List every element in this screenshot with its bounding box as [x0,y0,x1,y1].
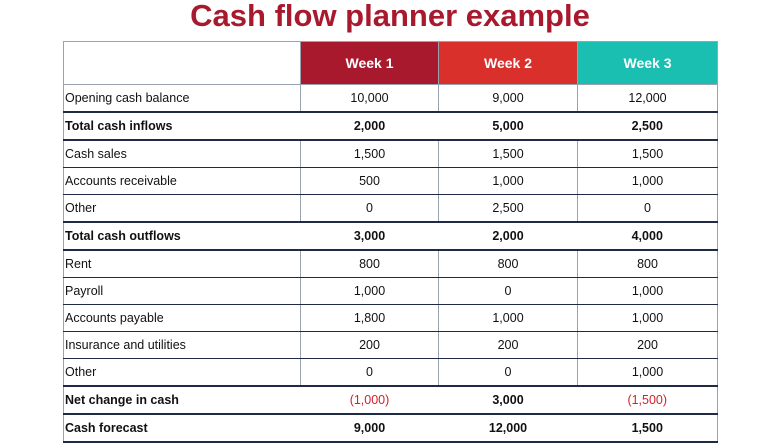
cell-value: 1,000 [577,277,718,305]
row-label: Cash forecast [63,413,301,443]
cell-value: 1,500 [300,140,439,168]
cell-value: 800 [438,250,578,278]
row-label: Accounts receivable [63,167,301,195]
cell-value: 1,500 [577,140,718,168]
total-row: Net change in cash (1,000) 3,000 (1,500) [63,385,718,415]
cell-value: 0 [577,194,718,223]
row: Other 0 0 1,000 [63,358,718,387]
cell-value: 5,000 [438,111,578,141]
header-row: Week 1 Week 2 Week 3 [63,41,718,85]
row: Other 0 2,500 0 [63,194,718,223]
cell-value: 800 [577,250,718,278]
cell-value: 200 [577,331,718,359]
row: Accounts payable 1,800 1,000 1,000 [63,304,718,332]
row: Accounts receivable 500 1,000 1,000 [63,167,718,195]
row: Rent 800 800 800 [63,250,718,278]
row-label: Net change in cash [63,385,301,415]
row-label: Opening cash balance [63,84,301,113]
cell-value: 0 [300,194,439,223]
cell-value: 2,000 [438,221,578,251]
row-label: Accounts payable [63,304,301,332]
cell-value: 12,000 [577,84,718,113]
cell-value: (1,000) [300,385,439,415]
cell-value: 0 [300,358,439,387]
cell-value: 1,000 [300,277,439,305]
row: Cash sales 1,500 1,500 1,500 [63,140,718,168]
cell-value: 2,500 [577,111,718,141]
cell-value: 1,000 [577,167,718,195]
cell-value: 0 [438,277,578,305]
column-header: Week 1 [300,41,439,85]
row-label: Other [63,194,301,223]
cell-value: 9,000 [300,413,439,443]
row-label: Rent [63,250,301,278]
column-header: Week 2 [438,41,578,85]
cell-value: 1,500 [577,413,718,443]
page-title: Cash flow planner example [190,0,590,33]
row: Opening cash balance 10,000 9,000 12,000 [63,84,718,113]
cell-value: 1,500 [438,140,578,168]
cell-value: 1,800 [300,304,439,332]
row-label: Total cash inflows [63,111,301,141]
cell-value: 800 [300,250,439,278]
header-blank [63,41,301,85]
cell-value: 200 [438,331,578,359]
cell-value: 1,000 [438,304,578,332]
cell-value: 2,500 [438,194,578,223]
cell-value: 4,000 [577,221,718,251]
row-label: Insurance and utilities [63,331,301,359]
total-row: Total cash inflows 2,000 5,000 2,500 [63,111,718,141]
cell-value: 3,000 [438,385,578,415]
total-row: Total cash outflows 3,000 2,000 4,000 [63,221,718,251]
cell-value: 12,000 [438,413,578,443]
cell-value: 9,000 [438,84,578,113]
cell-value: 1,000 [577,358,718,387]
cell-value: 3,000 [300,221,439,251]
cell-value: 500 [300,167,439,195]
cash-flow-table: Week 1 Week 2 Week 3 Opening cash balance 1… [63,41,718,443]
row: Payroll 1,000 0 1,000 [63,277,718,305]
total-row: Cash forecast 9,000 12,000 1,500 [63,413,718,443]
cell-value: (1,500) [577,385,718,415]
row-label: Total cash outflows [63,221,301,251]
cell-value: 2,000 [300,111,439,141]
table-body: Opening cash balance 10,000 9,000 12,000 Tot… [63,84,718,443]
row: Insurance and utilities 200 200 200 [63,331,718,359]
column-header: Week 3 [577,41,718,85]
cell-value: 200 [300,331,439,359]
cell-value: 0 [438,358,578,387]
cell-value: 1,000 [577,304,718,332]
row-label: Cash sales [63,140,301,168]
cell-value: 10,000 [300,84,439,113]
row-label: Payroll [63,277,301,305]
cell-value: 1,000 [438,167,578,195]
row-label: Other [63,358,301,387]
